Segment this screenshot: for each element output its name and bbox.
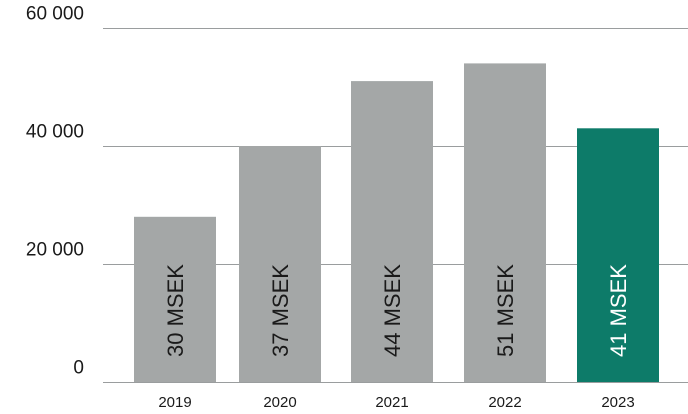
bar-value-labels: 30 MSEK 37 MSEK 44 MSEK 51 MSEK 41 MSEK — [163, 264, 631, 357]
bar-value-label: 44 MSEK — [380, 264, 405, 357]
y-tick-label: 0 — [73, 358, 84, 379]
y-axis-ticks: 0 20 000 40 000 60 000 — [26, 4, 84, 379]
bar — [239, 146, 321, 382]
bars — [134, 63, 659, 383]
bar — [134, 216, 216, 382]
bar-value-label: 41 MSEK — [606, 264, 631, 357]
bar — [577, 128, 659, 382]
x-tick-label: 2022 — [488, 394, 521, 411]
x-tick-label: 2021 — [375, 394, 408, 411]
x-tick-label: 2019 — [158, 394, 191, 411]
x-tick-label: 2020 — [263, 394, 296, 411]
x-tick-label: 2023 — [601, 394, 634, 411]
x-axis-ticks: 2019 2020 2021 2022 2023 — [158, 394, 634, 411]
y-tick-label: 60 000 — [26, 4, 84, 25]
bar — [464, 63, 546, 383]
y-tick-label: 40 000 — [26, 122, 84, 143]
bar-value-label: 37 MSEK — [268, 264, 293, 357]
bar — [351, 81, 433, 382]
y-tick-label: 20 000 — [26, 240, 84, 261]
bar-value-label: 51 MSEK — [493, 264, 518, 357]
bar-value-label: 30 MSEK — [163, 264, 188, 357]
